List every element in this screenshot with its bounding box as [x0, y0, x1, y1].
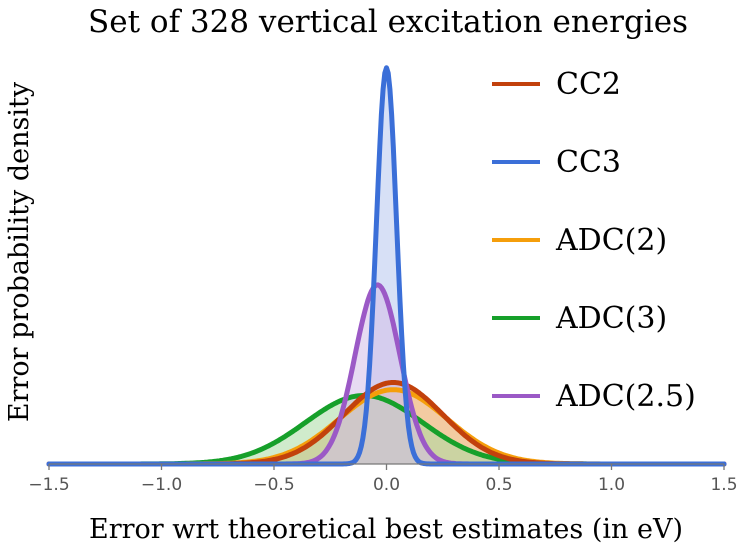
y-axis-label: Error probability density — [4, 81, 35, 422]
x-tick-label: 0.0 — [373, 475, 400, 495]
density-fills — [49, 67, 724, 464]
legend-label-adc-3: ADC(3) — [555, 301, 667, 336]
x-tick-label: 0.5 — [485, 475, 512, 495]
x-axis-label: Error wrt theoretical best estimates (in… — [89, 514, 683, 545]
x-tick-label: −0.5 — [253, 475, 294, 495]
legend-label-cc3: CC3 — [556, 145, 621, 180]
legend: CC2 CC3 ADC(2) ADC(3) ADC(2.5) — [492, 67, 696, 414]
chart-title: Set of 328 vertical excitation energies — [88, 4, 688, 40]
series-fill-cc3 — [49, 67, 724, 464]
legend-label-adc-2: ADC(2) — [555, 223, 667, 258]
legend-label-cc2: CC2 — [556, 67, 621, 102]
legend-label-adc-2-5: ADC(2.5) — [555, 379, 696, 414]
x-tick-label: 1.0 — [598, 475, 625, 495]
x-tick-label: −1.5 — [28, 475, 69, 495]
x-tick-label: −1.0 — [141, 475, 182, 495]
x-axis-ticks: −1.5 −1.0 −0.5 0.0 0.5 1.0 1.5 — [28, 464, 738, 495]
series-fill-adc-2-5 — [49, 284, 724, 464]
x-tick-label: 1.5 — [710, 475, 737, 495]
